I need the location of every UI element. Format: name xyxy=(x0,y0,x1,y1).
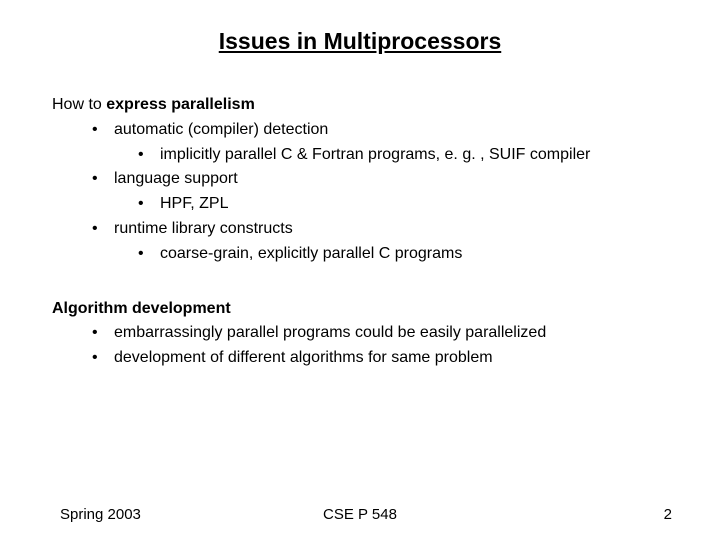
section1-item2-sub1: HPF, ZPL xyxy=(52,192,672,217)
section2-item2: development of different algorithms for … xyxy=(52,346,672,371)
section1-lead-plain: How to xyxy=(52,96,106,113)
section1-item2: language support xyxy=(52,167,672,192)
section1-heading: How to express parallelism xyxy=(52,93,672,118)
section2-item1: embarrassingly parallel programs could b… xyxy=(52,321,672,346)
section1-item3-sub1: coarse-grain, explicitly parallel C prog… xyxy=(52,242,672,267)
section2-lead-bold: Algorithm development xyxy=(52,300,231,317)
footer-center: CSE P 548 xyxy=(0,506,720,523)
slide-title: Issues in Multiprocessors xyxy=(48,28,672,55)
footer-page-number: 2 xyxy=(664,506,672,523)
section2-heading: Algorithm development xyxy=(52,297,672,322)
slide: Issues in Multiprocessors How to express… xyxy=(0,0,720,540)
slide-body: How to express parallelism automatic (co… xyxy=(48,93,672,371)
section1-lead-bold: express parallelism xyxy=(106,96,255,113)
section1-item1-sub1: implicitly parallel C & Fortran programs… xyxy=(52,143,672,168)
section1-item3: runtime library constructs xyxy=(52,217,672,242)
section1-item1: automatic (compiler) detection xyxy=(52,118,672,143)
